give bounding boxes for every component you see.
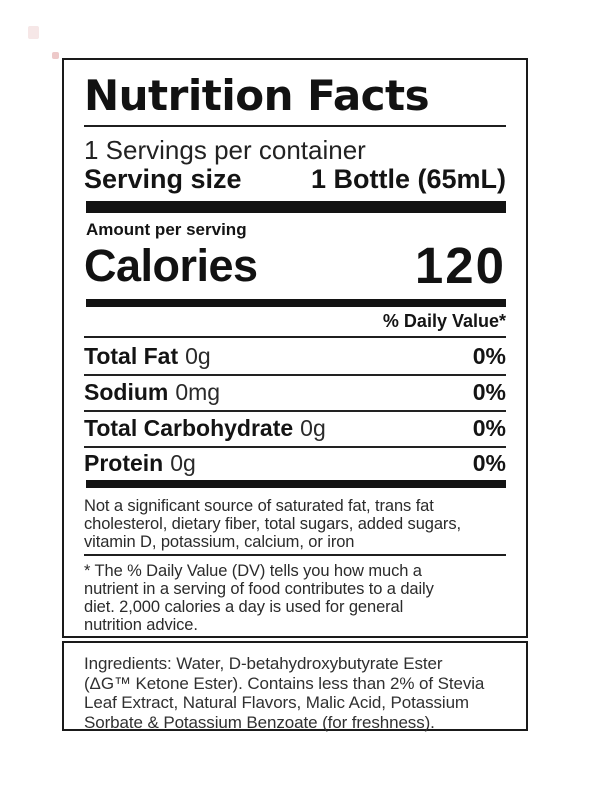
- nutrient-amount: 0g: [170, 449, 196, 476]
- note-line: cholesterol, dietary fiber, total sugars…: [84, 515, 461, 533]
- daily-value-footnote: * The % Daily Value (DV) tells you how m…: [84, 562, 514, 634]
- calories-value: 120: [414, 237, 506, 294]
- nutrient-daily-value: 0%: [472, 414, 506, 441]
- nutrient-name-amount: Protein 0g: [84, 450, 196, 477]
- nutrient-name: Total Carbohydrate: [84, 414, 294, 441]
- daily-value-header: % Daily Value*: [382, 311, 506, 331]
- note-line: vitamin D, potassium, calcium, or iron: [84, 533, 355, 551]
- nutrient-amount: 0g: [300, 414, 326, 441]
- amount-per-serving-label: Amount per serving: [86, 220, 247, 239]
- servings-per-container: 1 Servings per container: [84, 135, 366, 165]
- faint-red-speck: [28, 26, 39, 39]
- nutrient-row-total-fat: Total Fat 0g 0%: [84, 338, 506, 376]
- nutrient-name: Protein: [84, 449, 164, 476]
- nutrient-name: Total Fat: [84, 342, 179, 369]
- serving-size-value: 1 Bottle (65mL): [310, 164, 506, 194]
- not-significant-note: Not a significant source of saturated fa…: [84, 497, 514, 551]
- footnote-line: diet. 2,000 calories a day is used for g…: [84, 598, 404, 616]
- nutrient-daily-value: 0%: [472, 449, 506, 476]
- nutrient-name-amount: Sodium 0mg: [84, 379, 220, 406]
- ingredients-line: (ΔG™ Ketone Ester). Contains less than 2…: [84, 673, 485, 693]
- ingredients-text: Ingredients: Water, D-betahydroxybutyrat…: [84, 654, 514, 732]
- footnote-divider: [84, 554, 506, 556]
- nutrient-amount: 0mg: [175, 378, 221, 405]
- ingredients-line: Ingredients: Water, D-betahydroxybutyrat…: [84, 654, 443, 673]
- nutrient-daily-value: 0%: [472, 342, 506, 369]
- nutrient-row-sodium: Sodium 0mg 0%: [84, 374, 506, 412]
- thick-divider-bar: [86, 201, 506, 213]
- nutrient-name: Sodium: [84, 378, 169, 405]
- calories-label: Calories: [84, 240, 258, 291]
- calories-row: Calories 120: [84, 238, 506, 292]
- serving-size-label: Serving size: [84, 164, 242, 194]
- nutrient-row-total-carbohydrate: Total Carbohydrate 0g 0%: [84, 410, 506, 448]
- footnote-line: * The % Daily Value (DV) tells you how m…: [84, 562, 422, 580]
- footnote-line: nutrient in a serving of food contribute…: [84, 580, 434, 598]
- medium-divider-bar: [86, 299, 506, 307]
- nutrient-name-amount: Total Fat 0g: [84, 343, 211, 370]
- title-divider: [84, 125, 506, 127]
- ingredients-line: Sorbate & Potassium Benzoate (for freshn…: [84, 712, 435, 732]
- daily-value-divider: [84, 336, 506, 338]
- nutrient-name-amount: Total Carbohydrate 0g: [84, 415, 326, 442]
- ingredients-line: Leaf Extract, Natural Flavors, Malic Aci…: [84, 693, 469, 712]
- faint-red-speck: [52, 52, 59, 59]
- thick-divider-bar: [86, 480, 506, 488]
- nutrient-daily-value: 0%: [472, 378, 506, 405]
- note-line: Not a significant source of saturated fa…: [84, 497, 434, 515]
- serving-size-row: Serving size 1 Bottle (65mL): [84, 164, 506, 195]
- nutrient-row-protein: Protein 0g 0%: [84, 446, 506, 480]
- ingredients-panel: Ingredients: Water, D-betahydroxybutyrat…: [62, 641, 528, 732]
- nutrition-facts-panel: Nutrition Facts 1 Servings per container…: [62, 58, 528, 638]
- nutrient-amount: 0g: [185, 342, 211, 369]
- footnote-line: nutrition advice.: [84, 616, 198, 634]
- nutrition-facts-title: Nutrition Facts: [84, 71, 430, 120]
